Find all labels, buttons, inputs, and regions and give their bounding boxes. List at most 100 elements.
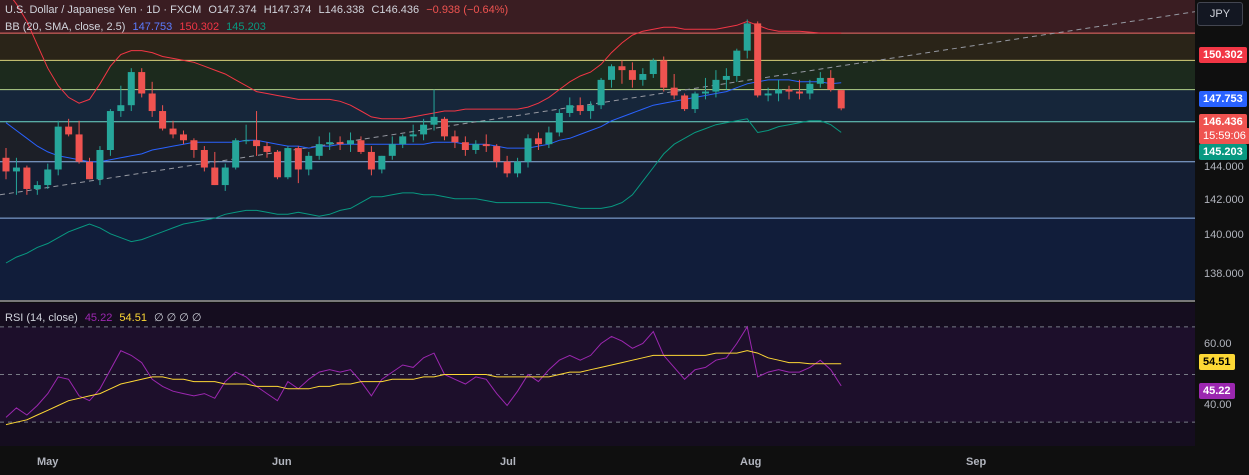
- candle-body: [2, 157, 10, 172]
- candle-body: [409, 134, 417, 137]
- last-price-label: 146.436: [1199, 114, 1247, 130]
- time-axis-bg: [0, 448, 1195, 475]
- bb-basis-line: [5, 79, 842, 163]
- rsi-label[interactable]: RSI (14, close): [5, 312, 78, 324]
- candle-body: [827, 77, 835, 90]
- candle-body: [242, 140, 250, 142]
- candle-body: [712, 79, 720, 92]
- candle-body: [75, 134, 83, 162]
- candle-body: [44, 169, 52, 186]
- candle-body: [169, 128, 177, 135]
- candle-body: [138, 72, 146, 94]
- ohlc-header: U.S. Dollar / Japanese Yen · 1D · FXCM O…: [5, 4, 512, 16]
- candle-body: [775, 89, 783, 94]
- bb-lower-price-label: 145.203: [1199, 144, 1247, 160]
- bb-upper-value: 150.302: [179, 21, 220, 33]
- zone-band: [0, 33, 1195, 61]
- bb-lower-line: [5, 118, 842, 264]
- candle-body: [221, 167, 229, 186]
- price-tick: 138.000: [1204, 268, 1244, 280]
- candle-body: [545, 132, 553, 145]
- candle-body: [597, 79, 605, 106]
- bb-basis-value: 147.753: [132, 21, 173, 33]
- bb-lower-value: 145.203: [226, 21, 266, 33]
- candle-body: [649, 60, 657, 75]
- candle-body: [388, 144, 396, 156]
- candle-body: [482, 144, 490, 147]
- candle-body: [315, 144, 323, 156]
- candle-body: [284, 148, 292, 178]
- candle-body: [23, 167, 31, 189]
- x-tick-aug: Aug: [740, 456, 762, 468]
- candle-body: [190, 140, 198, 150]
- candle-body: [65, 126, 73, 135]
- rsi-extra: ∅ ∅ ∅ ∅: [154, 312, 202, 324]
- candle-body: [534, 138, 542, 145]
- change-value: −0.938 (−0.64%): [426, 4, 509, 16]
- symbol-title[interactable]: U.S. Dollar / Japanese Yen · 1D · FXCM: [5, 4, 202, 16]
- candle-body: [837, 90, 845, 109]
- candle-body: [440, 118, 448, 137]
- candle-body: [587, 105, 595, 112]
- rsi-ma-line: [5, 350, 842, 426]
- zone-band: [0, 60, 1195, 90]
- candle-body: [691, 93, 699, 110]
- candle-body: [232, 140, 240, 168]
- currency-button[interactable]: JPY: [1197, 2, 1243, 26]
- candle-body: [430, 116, 438, 125]
- candle-body: [524, 138, 532, 162]
- zone-band: [0, 89, 1195, 122]
- candle-body: [96, 150, 104, 180]
- candle-body: [179, 134, 187, 141]
- candle-body: [273, 151, 281, 178]
- candle-body: [200, 150, 208, 168]
- candle-body: [670, 87, 678, 96]
- candle-body: [660, 60, 668, 88]
- candle-body: [127, 72, 135, 106]
- candle-body: [639, 74, 647, 80]
- rsi-value: 45.22: [84, 312, 113, 324]
- bb-upper-price-label: 150.302: [1199, 47, 1247, 63]
- candle-body: [743, 23, 751, 51]
- candle-body: [806, 83, 814, 94]
- candle-body: [326, 142, 334, 145]
- candle-body: [357, 140, 365, 152]
- candle-body: [159, 111, 167, 129]
- candle-body: [399, 136, 407, 145]
- candle-body: [461, 142, 469, 150]
- candle-body: [211, 167, 219, 186]
- candle-body: [33, 185, 41, 189]
- candle-body: [378, 155, 386, 170]
- low-value: L146.338: [318, 4, 365, 16]
- bb-basis-price-label: 147.753: [1199, 91, 1247, 107]
- candle-body: [701, 91, 709, 94]
- rsi-tick: 60.00: [1204, 338, 1232, 350]
- candle-body: [576, 105, 584, 112]
- candle-body: [754, 23, 762, 96]
- bb-label[interactable]: BB (20, SMA, close, 2.5): [5, 21, 126, 33]
- candle-body: [54, 126, 62, 170]
- rsi-ma-value: 54.51: [119, 312, 147, 324]
- candle-body: [148, 93, 156, 112]
- candle-body: [86, 161, 94, 180]
- x-tick-may: May: [37, 456, 59, 468]
- candle-body: [263, 146, 271, 152]
- candle-body: [566, 105, 574, 113]
- rsi-line: [5, 325, 842, 418]
- candle-body: [472, 144, 480, 150]
- candle-body: [733, 50, 741, 76]
- high-value: H147.374: [263, 4, 312, 16]
- candle-body: [117, 105, 125, 112]
- rsi-ma-label: 54.51: [1199, 354, 1235, 370]
- candle-body: [785, 89, 793, 92]
- candle-body: [12, 167, 20, 172]
- candle-body: [618, 66, 626, 71]
- candle-body: [608, 66, 616, 80]
- candle-body: [420, 124, 428, 135]
- bar-countdown: 15:59:06: [1199, 128, 1249, 144]
- x-tick-jul: Jul: [500, 456, 516, 468]
- candle-body: [367, 151, 375, 170]
- candle-body: [253, 140, 261, 147]
- candle-body: [816, 77, 824, 84]
